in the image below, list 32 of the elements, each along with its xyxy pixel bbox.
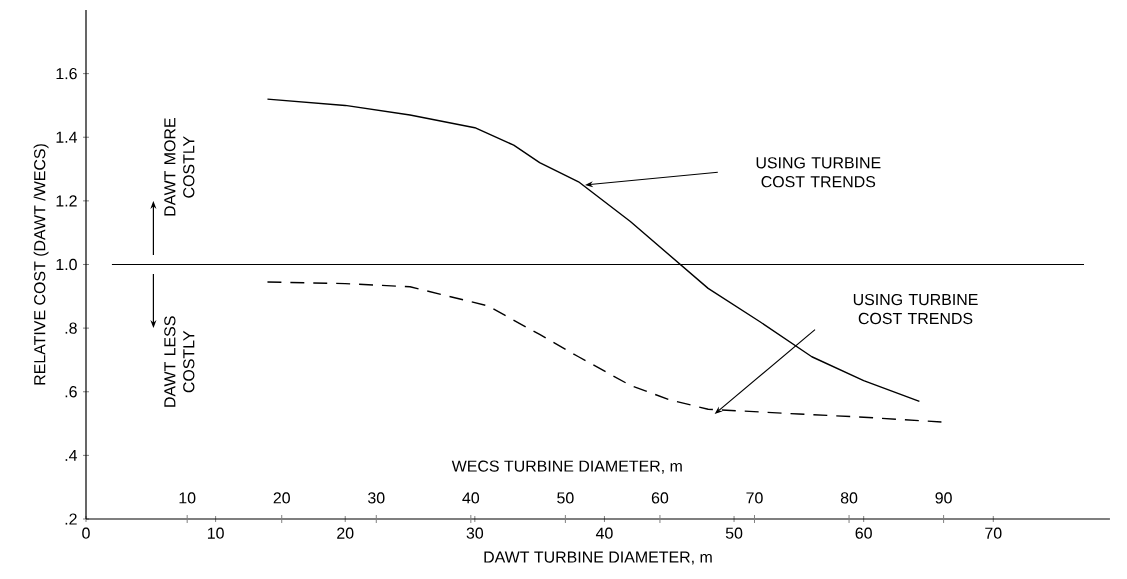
x-tick-label: 0 bbox=[82, 527, 90, 539]
x2-tick-label: 10 bbox=[179, 492, 196, 504]
x2-tick-label: 80 bbox=[840, 492, 858, 504]
x2-tick-label: 30 bbox=[368, 492, 385, 504]
annotation: DAWT MORE COSTLY bbox=[164, 118, 195, 216]
x2-tick-label: 40 bbox=[462, 492, 480, 504]
x-tick-label: 50 bbox=[725, 527, 743, 539]
x-tick-label: 70 bbox=[985, 527, 1002, 539]
x-tick-label: 20 bbox=[337, 527, 354, 539]
x-tick-label: 60 bbox=[855, 527, 872, 539]
x-axis-title: DAWT TURBINE DIAMETER, m bbox=[484, 551, 712, 565]
y-tick-label: 1.2 bbox=[56, 195, 77, 207]
y-tick-label: 1.4 bbox=[56, 131, 78, 143]
x2-tick-label: 70 bbox=[746, 492, 763, 504]
x2-tick-label: 60 bbox=[651, 492, 669, 504]
annotation: USING TURBINE COST TRENDS bbox=[853, 293, 978, 325]
x-tick-label: 30 bbox=[466, 527, 484, 539]
y-tick-label: .2 bbox=[65, 513, 77, 525]
x2-axis-title: WECS TURBINE DIAMETER, m bbox=[451, 460, 682, 474]
y-tick-label: .6 bbox=[65, 386, 77, 398]
y-tick-label: 1.6 bbox=[56, 67, 77, 80]
annotation: USING TURBINE COST TRENDS bbox=[756, 157, 881, 188]
x-tick-label: 40 bbox=[595, 527, 613, 539]
x-tick-label: 10 bbox=[207, 527, 224, 539]
x2-tick-label: 50 bbox=[557, 492, 574, 504]
x2-tick-label: 90 bbox=[935, 492, 952, 504]
annotation: DAWT LESS COSTLY bbox=[164, 316, 195, 407]
y-tick-label: .4 bbox=[65, 449, 78, 461]
y-tick-label: 1.0 bbox=[56, 258, 77, 271]
y-axis-title: RELATIVE COST (DAWT /WECS) bbox=[33, 144, 49, 385]
y-tick-label: .8 bbox=[65, 322, 77, 334]
x2-tick-label: 20 bbox=[273, 492, 290, 504]
